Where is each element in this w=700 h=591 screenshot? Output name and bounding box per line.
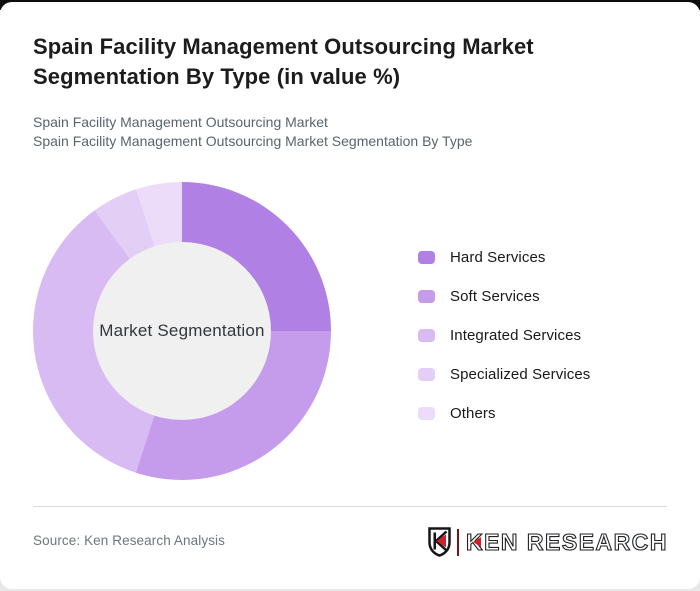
ken-research-logo[interactable]: K EN RESEARCH: [428, 526, 668, 558]
legend-color-swatch: [418, 406, 435, 420]
ken-research-shield-icon: [428, 527, 451, 557]
page-title: Spain Facility Management Outsourcing Ma…: [33, 34, 534, 89]
subtitle-line-1: Spain Facility Management Outsourcing Ma…: [33, 114, 328, 130]
legend-item[interactable]: Integrated Services: [418, 326, 590, 344]
brand-name-rest: EN RESEARCH: [484, 528, 668, 555]
legend-item[interactable]: Hard Services: [418, 248, 590, 266]
legend-color-swatch: [418, 367, 435, 381]
brand-k-triangle-icon: [472, 536, 481, 547]
subtitle-line-2: Spain Facility Management Outsourcing Ma…: [33, 133, 473, 149]
legend-item-label: Others: [450, 404, 496, 422]
legend-color-swatch: [418, 328, 435, 342]
chart-subtitles: Spain Facility Management Outsourcing Ma…: [33, 113, 653, 151]
donut-center-label: Market Segmentation: [99, 321, 265, 340]
legend-item-label: Integrated Services: [450, 326, 582, 344]
legend-item-label: Hard Services: [450, 248, 546, 266]
legend-item-label: Specialized Services: [450, 365, 591, 383]
logo-separator: [456, 528, 459, 556]
legend-color-swatch: [418, 250, 435, 264]
legend-item[interactable]: Others: [418, 404, 590, 422]
brand-name: K EN RESEARCH: [465, 528, 668, 555]
donut-chart: Market Segmentation: [33, 182, 331, 480]
donut-center: Market Segmentation: [93, 242, 271, 420]
legend-item[interactable]: Soft Services: [418, 287, 590, 305]
source-note: Source: Ken Research Analysis: [33, 533, 225, 548]
legend-item-label: Soft Services: [450, 287, 540, 305]
legend: Hard Services Soft Services Integrated S…: [418, 248, 590, 422]
footer-divider: [33, 506, 667, 507]
legend-item[interactable]: Specialized Services: [418, 365, 590, 383]
legend-color-swatch: [418, 289, 435, 303]
